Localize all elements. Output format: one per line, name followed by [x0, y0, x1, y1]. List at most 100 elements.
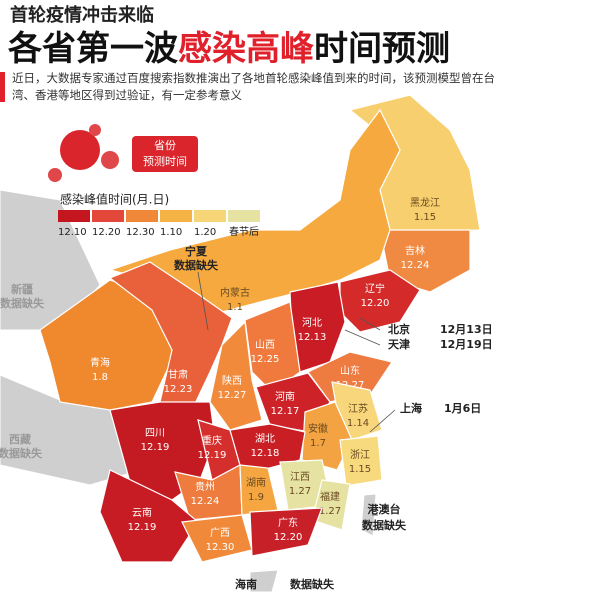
province-name: 贵州 — [195, 480, 215, 493]
title-highlight: 感染高峰 — [178, 29, 314, 69]
callout-name: 海南 — [235, 577, 257, 591]
callout-note: 1月6日 — [444, 402, 481, 415]
province-name: 陕西 — [222, 374, 242, 387]
province-name: 吉林 — [405, 244, 425, 257]
province-date: 12.19 — [141, 442, 170, 453]
legend-swatch — [160, 210, 192, 222]
province-name: 黑龙江 — [410, 196, 440, 209]
province-date: 12.18 — [251, 448, 280, 459]
title: 各省第一波感染高峰时间预测 — [8, 29, 450, 69]
map: 黑龙江 1.15 吉林 12.24 辽宁 12.20 内蒙古 1.1 河北 12.13 山西 12.2… — [0, 94, 493, 593]
legend-label: 春节后 — [229, 226, 259, 238]
badge — [132, 136, 198, 172]
province-date: 12.19 — [128, 522, 157, 533]
province-name: 四川 — [145, 428, 165, 439]
legend-label: 12.20 — [92, 227, 121, 238]
callout-note: 数据缺失 — [0, 446, 43, 460]
callout-note: 数据缺失 — [174, 258, 219, 272]
province-date: 1.15 — [349, 464, 371, 475]
legend-swatch — [58, 210, 90, 222]
province-name: 山西 — [255, 339, 275, 351]
callout-leader — [197, 271, 209, 331]
callout-note: 12月13日 — [440, 323, 493, 336]
callout-name: 上海 — [400, 401, 422, 415]
province-date: 1.15 — [414, 212, 436, 223]
province-name: 江苏 — [348, 402, 368, 415]
province-date: 12.23 — [164, 384, 193, 395]
legend-label: 1.10 — [160, 227, 182, 238]
callout-name: 港澳台 — [368, 502, 401, 516]
province-shape — [311, 479, 351, 531]
province-name: 辽宁 — [365, 282, 385, 295]
province-date: 12.30 — [206, 542, 235, 553]
province-shape — [249, 507, 323, 557]
province-name: 浙江 — [350, 449, 370, 461]
province-date: 12.24 — [401, 260, 430, 271]
province-date: 1.14 — [347, 418, 369, 429]
accent-bar — [0, 72, 5, 102]
badge-line2: 预测时间 — [143, 155, 187, 168]
province-name: 广东 — [278, 516, 298, 529]
province-name: 甘肃 — [168, 368, 188, 381]
badge-line1: 省份 — [154, 139, 176, 152]
province-name: 福建 — [320, 490, 340, 503]
callout-note: 数据缺失 — [362, 518, 407, 532]
province-date: 1.27 — [289, 486, 311, 497]
kicker: 首轮疫情冲击来临 — [10, 4, 154, 26]
province-shape — [239, 464, 279, 516]
description-box: 近日，大数据专家通过百度搜索指数推演出了各地首轮感染峰值到来的时间，该预测模型曾… — [12, 71, 495, 102]
legend-label: 12.10 — [58, 227, 87, 238]
province-date: 12.27 — [218, 390, 247, 401]
legend-title: 感染峰值时间(月.日) — [60, 192, 169, 207]
province-name: 青海 — [90, 356, 110, 369]
title-tail: 时间预测 — [314, 29, 450, 69]
province-date: 1.1 — [227, 302, 243, 313]
callout-note: 12月19日 — [440, 338, 493, 351]
province-date: 1.8 — [92, 372, 108, 383]
legend-swatch — [126, 210, 158, 222]
no-data-region — [360, 493, 377, 537]
legend-label: 1.20 — [194, 227, 216, 238]
legend-label: 12.30 — [126, 227, 155, 238]
callout-note: 数据缺失 — [290, 577, 335, 591]
legend-swatch — [194, 210, 226, 222]
province-date: 12.24 — [191, 496, 220, 507]
title-lead: 各省第一波 — [8, 29, 178, 69]
callout-name: 西藏 — [9, 432, 31, 446]
province-name: 湖南 — [246, 476, 266, 489]
callout-leader — [359, 317, 381, 331]
province-name: 山东 — [340, 364, 360, 377]
legend-swatch — [92, 210, 124, 222]
province-name: 江西 — [290, 471, 310, 483]
province-shape — [99, 469, 199, 563]
province-date: 12.19 — [198, 450, 227, 461]
province-name: 河北 — [302, 317, 322, 329]
callout-name: 宁夏 — [185, 244, 208, 258]
description: 近日，大数据专家通过百度搜索指数推演出了各地首轮感染峰值到来的时间，该预测模型曾… — [12, 71, 495, 102]
province-date: 1.7 — [310, 438, 326, 449]
province-name: 安徽 — [308, 422, 328, 435]
callout-name: 新疆 — [11, 282, 33, 296]
no-data-region — [249, 569, 279, 593]
legend-swatch — [228, 210, 260, 222]
callout-leader — [369, 409, 396, 433]
province-name: 内蒙古 — [220, 286, 250, 299]
province-name: 重庆 — [202, 434, 222, 447]
province-date: 12.20 — [361, 298, 390, 309]
province-name: 河南 — [275, 390, 295, 403]
legend: 12.10 12.20 12.30 1.10 1.20 春节后 — [58, 210, 260, 238]
province-name: 广西 — [210, 527, 230, 539]
province-date: 12.17 — [271, 406, 300, 417]
province-name: 云南 — [132, 506, 152, 519]
province-date: 12.20 — [274, 532, 303, 543]
province-date: 12.25 — [251, 354, 280, 365]
province-shape — [107, 108, 401, 313]
virus-icon — [48, 124, 119, 182]
province-date: 1.27 — [319, 506, 341, 517]
callout-note: 数据缺失 — [0, 296, 45, 310]
province-name: 湖北 — [255, 433, 275, 445]
province-shape — [108, 261, 233, 411]
province-date: 1.9 — [248, 492, 264, 503]
